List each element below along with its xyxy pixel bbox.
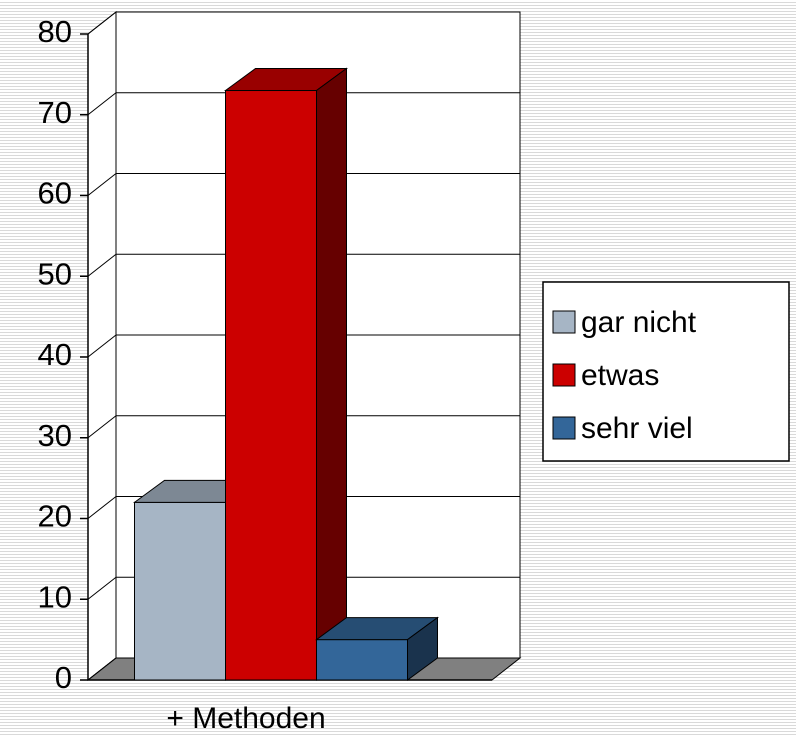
grid-line — [87, 334, 117, 358]
legend-box — [542, 281, 790, 462]
grid-line — [87, 92, 117, 116]
grid-line — [87, 253, 117, 277]
y-tick-label: 10 — [38, 579, 72, 614]
y-tick-label: 60 — [38, 176, 72, 211]
grid-line — [87, 576, 117, 600]
y-tick-label: 20 — [38, 499, 72, 534]
y-tick-label: 40 — [38, 337, 72, 372]
y-tick-label: 80 — [38, 14, 72, 49]
x-tick-label: + Methoden — [166, 702, 325, 735]
bar-front — [225, 90, 317, 681]
grid-line — [87, 496, 117, 519]
y-tick-label: 70 — [38, 95, 72, 130]
grid-line — [87, 657, 117, 681]
grid-line — [87, 11, 117, 35]
y-tick-label: 50 — [38, 256, 72, 291]
bar-front — [316, 639, 408, 681]
legend-label: etwas — [581, 359, 659, 392]
bar-side — [316, 67, 347, 681]
legend-label: gar nicht — [581, 306, 697, 339]
y-tick-label: 0 — [55, 660, 72, 695]
legend-swatch — [552, 416, 576, 440]
bar-side — [407, 616, 438, 681]
y-tick-label: 30 — [38, 418, 72, 453]
legend-label: sehr viel — [581, 412, 693, 445]
grid-line — [87, 173, 117, 196]
bar-front — [134, 501, 226, 681]
legend-swatch — [552, 363, 576, 387]
legend-swatch — [552, 310, 576, 334]
grid-line — [87, 415, 117, 439]
